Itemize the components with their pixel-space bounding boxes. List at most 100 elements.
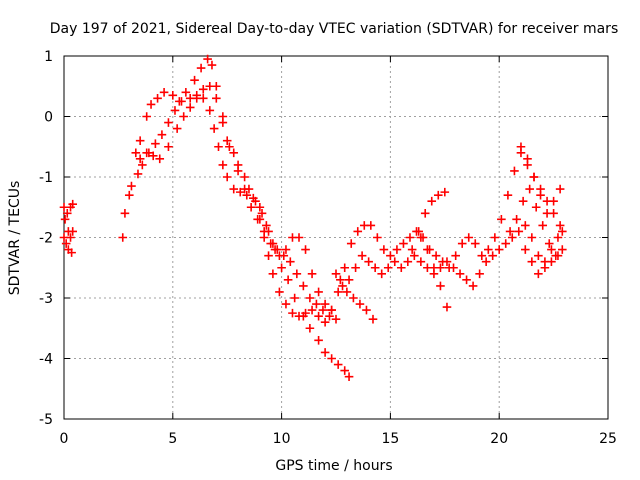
data-point <box>420 209 430 218</box>
y-tick-labels: -5 -4 -3 -2 -1 0 1 <box>39 49 53 428</box>
data-point <box>527 257 537 266</box>
data-point <box>383 263 393 273</box>
data-point <box>468 281 478 291</box>
data-point <box>299 281 308 291</box>
data-point <box>320 317 330 327</box>
data-point <box>264 251 273 260</box>
data-point <box>333 287 343 297</box>
data-point <box>288 308 297 318</box>
data-point <box>249 193 258 203</box>
data-point <box>340 366 350 375</box>
data-point <box>305 293 315 303</box>
data-point <box>510 166 519 176</box>
x-tick-label: 10 <box>273 431 291 447</box>
x-tick-label: 5 <box>168 431 177 447</box>
data-point <box>133 169 143 179</box>
data-point <box>481 257 491 266</box>
data-point <box>433 190 443 200</box>
data-point <box>246 202 256 212</box>
series-track-k <box>407 187 450 254</box>
data-point <box>325 311 334 321</box>
data-point <box>344 275 354 285</box>
series-track-f <box>133 91 336 327</box>
data-point <box>138 160 147 170</box>
data-point <box>368 314 378 324</box>
data-point <box>429 263 439 273</box>
data-point <box>536 190 545 200</box>
data-point <box>505 227 515 236</box>
data-point <box>373 233 382 242</box>
data-point <box>222 172 232 182</box>
data-point <box>490 233 500 242</box>
data-point <box>61 239 71 248</box>
data-point <box>455 269 465 279</box>
data-point <box>185 103 195 112</box>
data-point <box>198 84 208 94</box>
data-point <box>494 245 504 254</box>
data-point <box>318 305 328 315</box>
data-point <box>151 139 160 149</box>
data-points <box>59 54 567 381</box>
data-point <box>177 97 186 106</box>
series-track-i <box>331 221 563 291</box>
data-point <box>553 251 563 260</box>
y-tick-label: 1 <box>44 49 53 65</box>
data-point <box>262 221 271 230</box>
data-point <box>527 233 537 242</box>
data-point <box>235 187 245 197</box>
x-axis-label: GPS time / hours <box>275 458 392 474</box>
data-point <box>399 239 408 248</box>
data-point <box>342 287 352 297</box>
x-tick-labels: 0 5 10 15 20 25 <box>60 431 617 447</box>
data-point <box>336 275 345 285</box>
data-point <box>131 148 141 158</box>
data-point <box>314 336 323 345</box>
data-point <box>281 245 291 254</box>
data-point <box>514 227 524 236</box>
data-point <box>205 106 215 115</box>
data-point <box>164 118 173 127</box>
data-point <box>503 190 513 200</box>
data-point <box>553 233 563 242</box>
data-point <box>218 118 228 127</box>
data-point <box>544 239 554 248</box>
data-point <box>135 154 145 164</box>
y-axis-label: SDTVAR / TECUs <box>7 181 23 296</box>
data-point <box>240 172 249 182</box>
data-point <box>240 184 249 194</box>
data-point <box>423 245 432 254</box>
data-point <box>405 233 415 242</box>
data-point <box>181 88 191 97</box>
data-point <box>209 124 219 133</box>
data-point <box>523 160 532 170</box>
data-point <box>538 221 548 230</box>
chart-title: Day 197 of 2021, Sidereal Day-to-day VTE… <box>50 21 618 37</box>
data-point <box>168 91 178 100</box>
series-track-g <box>135 81 341 324</box>
data-point <box>340 263 350 273</box>
data-point <box>431 251 441 260</box>
data-point <box>214 142 223 152</box>
data-point <box>558 227 567 236</box>
x-tick-label: 15 <box>381 431 399 447</box>
data-point <box>294 311 304 321</box>
series-track-e <box>131 54 354 381</box>
data-point <box>497 215 506 224</box>
y-tick-label: -4 <box>39 352 53 368</box>
data-point <box>124 190 134 200</box>
data-point <box>307 269 317 279</box>
data-point <box>286 257 295 266</box>
data-point <box>192 94 202 103</box>
data-point <box>521 221 530 230</box>
data-point <box>275 287 284 297</box>
series-track-m <box>505 184 567 260</box>
data-point <box>222 136 232 145</box>
data-point <box>529 172 539 182</box>
data-point <box>157 130 167 139</box>
data-point <box>229 184 239 194</box>
data-point <box>558 245 567 254</box>
data-point <box>327 354 336 363</box>
data-point <box>547 257 556 266</box>
